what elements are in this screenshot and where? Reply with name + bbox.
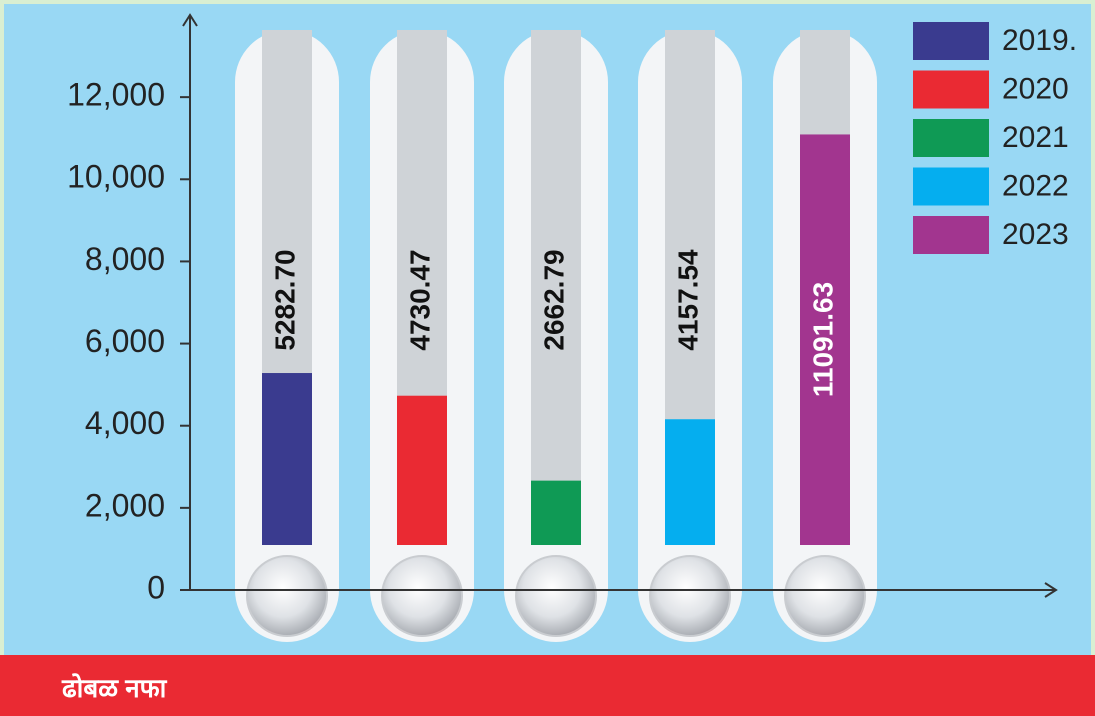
y-tick-label: 10,000	[67, 159, 165, 195]
bulb	[246, 555, 328, 637]
tubes: 5282.70 4730.47 2662.79 4157.54 11091.63	[235, 30, 877, 642]
bar	[531, 480, 581, 545]
y-tick-label: 2,000	[85, 487, 165, 523]
y-tick-label: 8,000	[85, 241, 165, 277]
bulb	[784, 555, 866, 637]
value-label: 2662.79	[538, 249, 569, 350]
legend-label: 2019.	[1002, 24, 1077, 57]
title-banner	[0, 655, 1095, 716]
legend-swatch	[913, 70, 989, 109]
bar	[665, 419, 715, 545]
chart-title: ढोबळ नफा	[61, 673, 168, 703]
legend-swatch	[913, 119, 989, 157]
legend-label: 2023	[1002, 218, 1069, 251]
x-axis-arrow	[1044, 582, 1058, 598]
tube-column	[531, 30, 581, 545]
bar	[262, 373, 312, 545]
bulb	[515, 555, 597, 637]
bar	[397, 395, 447, 545]
legend-swatch	[913, 216, 989, 254]
y-tick-label: 0	[147, 569, 165, 605]
value-label: 11091.63	[807, 282, 838, 397]
y-tick-label: 12,000	[67, 77, 165, 113]
bulb	[381, 555, 463, 637]
value-label: 4730.47	[404, 249, 435, 350]
y-tick-label: 4,000	[85, 405, 165, 441]
bulb	[649, 555, 731, 637]
value-label: 4157.54	[672, 249, 703, 351]
y-tick-label: 6,000	[85, 323, 165, 359]
y-axis-arrow	[182, 13, 198, 27]
bar	[800, 134, 850, 545]
legend-label: 2022	[1002, 169, 1069, 202]
legend-label: 2020	[1002, 72, 1069, 105]
legend-swatch	[913, 167, 989, 206]
value-label: 5282.70	[269, 249, 300, 350]
legend-label: 2021	[1002, 121, 1069, 154]
legend-swatch	[913, 22, 989, 60]
